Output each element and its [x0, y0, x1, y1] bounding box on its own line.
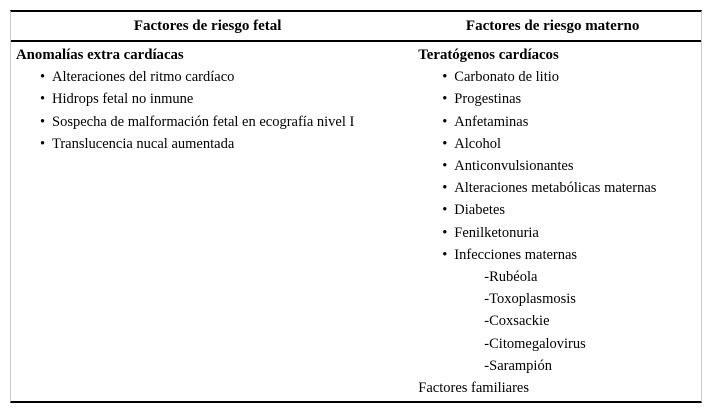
fetal-section-heading: Anomalías extra cardíacas	[16, 47, 184, 63]
list-item-text: Translucencia nucal aumentada	[52, 135, 235, 152]
list-item: • Translucencia nucal aumentada	[16, 133, 404, 155]
list-item: • Infecciones maternas	[418, 244, 701, 266]
materno-section-heading: Teratógenos cardíacos	[418, 47, 559, 63]
bullet-icon: •	[40, 113, 46, 130]
list-item: • Carbonato de litio	[418, 66, 701, 88]
list-item: • Anfetaminas	[418, 111, 701, 133]
list-item-text: Alcohol	[454, 135, 502, 152]
bullet-icon: •	[442, 202, 448, 219]
sub-list-item: -Toxoplasmosis	[484, 291, 576, 308]
col-header-fetal: Factores de riesgo fetal	[133, 17, 282, 34]
list-item-text: Sospecha de malformación fetal en ecogra…	[52, 113, 355, 130]
bullet-icon: •	[442, 246, 448, 263]
sub-list-item: -Rubéola	[484, 269, 538, 286]
list-item: • Alteraciones metabólicas maternas	[418, 177, 701, 199]
list-item: • Anticonvulsionantes	[418, 155, 701, 177]
list-item: • Progestinas	[418, 88, 701, 110]
list-item-text: Anfetaminas	[454, 113, 529, 130]
bullet-icon: •	[442, 69, 448, 86]
familial-factors-label: Factores familiares	[418, 380, 530, 397]
list-item: • Diabetes	[418, 199, 701, 221]
table-header-row: Factores de riesgo fetal Factores de rie…	[11, 12, 701, 42]
list-item-text: Carbonato de litio	[454, 69, 559, 86]
list-item-text: Alteraciones del ritmo cardíaco	[52, 69, 235, 86]
bullet-icon: •	[442, 91, 448, 108]
list-item-text: Hidrops fetal no inmune	[52, 91, 194, 108]
sub-list-item: -Sarampión	[484, 357, 552, 374]
bullet-icon: •	[442, 135, 448, 152]
list-item-text: Progestinas	[454, 91, 522, 108]
list-item: • Alcohol	[418, 133, 701, 155]
table-body: Anomalías extra cardíacas • Alteraciones …	[11, 42, 701, 401]
col-header-materno: Factores de riesgo materno	[465, 17, 640, 34]
bullet-icon: •	[442, 180, 448, 197]
list-item-text: Infecciones maternas	[454, 246, 578, 263]
bullet-icon: •	[442, 224, 448, 241]
list-item: • Alteraciones del ritmo cardíaco	[16, 66, 404, 88]
list-item: • Fenilketonuria	[418, 222, 701, 244]
sub-list-item: -Coxsackie	[484, 313, 550, 330]
bullet-icon: •	[40, 69, 46, 86]
bullet-icon: •	[40, 91, 46, 108]
list-item: • Hidrops fetal no inmune	[16, 88, 404, 110]
sub-list-item: -Citomegalovirus	[484, 335, 586, 352]
list-item: • Sospecha de malformación fetal en ecogr…	[16, 111, 404, 133]
bullet-icon: •	[40, 135, 46, 152]
list-item-text: Fenilketonuria	[454, 224, 539, 241]
bullet-icon: •	[442, 158, 448, 175]
risk-factors-table: Factores de riesgo fetal Factores de rie…	[10, 10, 702, 404]
list-item-text: Alteraciones metabólicas maternas	[454, 180, 657, 197]
fetal-column: Anomalías extra cardíacas • Alteraciones …	[11, 44, 404, 399]
list-item-text: Anticonvulsionantes	[454, 158, 574, 175]
materno-column: Teratógenos cardíacos • Carbonato de liti…	[404, 44, 701, 399]
bullet-icon: •	[442, 113, 448, 130]
list-item-text: Diabetes	[454, 202, 506, 219]
